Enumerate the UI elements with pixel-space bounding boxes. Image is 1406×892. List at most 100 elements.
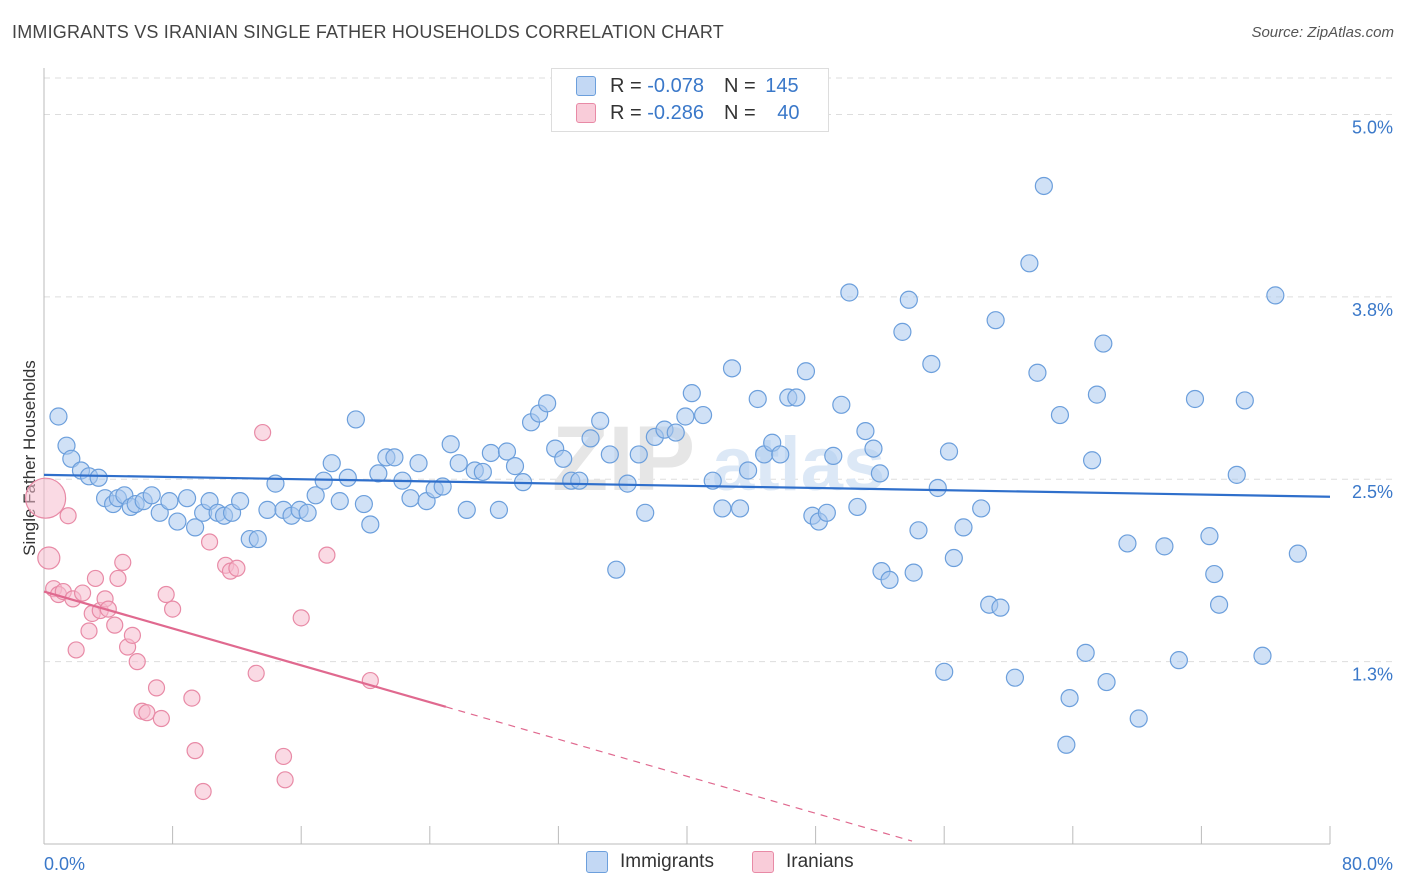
immigrants-point xyxy=(864,439,883,458)
immigrants-point xyxy=(607,560,626,579)
immigrants-point xyxy=(928,478,947,498)
iranians-swatch xyxy=(576,103,596,123)
immigrants-point xyxy=(817,503,836,522)
immigrants-point xyxy=(1020,254,1039,273)
iranians-point xyxy=(25,477,67,519)
immigrants-point xyxy=(1005,668,1025,687)
iranians-point xyxy=(318,546,336,564)
iranians-point xyxy=(147,679,166,697)
immigrants-point xyxy=(1200,527,1219,546)
iranians-point xyxy=(59,507,77,525)
immigrants-point xyxy=(168,512,187,531)
iranians-trend-line xyxy=(445,706,913,842)
immigrants-point xyxy=(449,454,468,473)
immigrants-point xyxy=(899,290,918,309)
iranians-point xyxy=(292,609,310,627)
y-tick-label: 1.3% xyxy=(1352,665,1393,685)
immigrants-point xyxy=(306,486,325,505)
immigrants-point xyxy=(409,454,428,473)
trend-lines xyxy=(43,473,1331,842)
immigrants-point xyxy=(1082,451,1102,470)
immigrants-point xyxy=(870,464,890,483)
iranians-point xyxy=(274,747,293,766)
immigrants-point xyxy=(856,421,875,441)
iranians-point xyxy=(128,653,146,671)
r-label: R = xyxy=(610,74,648,97)
immigrants-point xyxy=(730,499,750,518)
immigrants-point xyxy=(369,464,388,483)
immigrants-point xyxy=(401,489,420,508)
immigrants-point xyxy=(1169,651,1188,670)
immigrants-point xyxy=(489,500,509,519)
source-credit: Source: ZipAtlas.com xyxy=(1251,24,1394,41)
immigrants-point xyxy=(89,468,108,487)
iranians-point xyxy=(73,584,92,602)
immigrants-point xyxy=(693,405,713,425)
immigrants-trend-line xyxy=(43,473,1331,498)
watermark: ZIP atlas xyxy=(552,408,885,510)
n-label: N = xyxy=(723,74,762,97)
immigrants-point xyxy=(338,468,357,487)
immigrants-point xyxy=(771,445,790,464)
immigrants-point xyxy=(986,311,1005,330)
x-tick-label: 80.0% xyxy=(1342,854,1393,874)
immigrants-point xyxy=(248,529,267,549)
immigrants-point xyxy=(481,443,500,463)
immigrants-point xyxy=(441,435,460,454)
immigrants-point xyxy=(1205,564,1224,584)
immigrants-point xyxy=(473,462,492,482)
r-value: -0.286 xyxy=(647,101,704,124)
legend-label: Immigrants xyxy=(620,851,714,872)
immigrants-point xyxy=(1288,544,1307,563)
immigrants-point xyxy=(142,486,161,505)
iranians-point xyxy=(138,704,156,722)
iranians-point xyxy=(276,771,294,789)
immigrants-point xyxy=(258,500,277,519)
r-label: R = xyxy=(610,101,648,124)
immigrants-point xyxy=(538,394,557,413)
iranians-point xyxy=(109,569,127,588)
immigrants-point xyxy=(904,563,923,582)
immigrants-point xyxy=(703,471,722,490)
immigrants-point xyxy=(1057,735,1076,754)
immigrants-point xyxy=(505,457,525,476)
immigrants-point xyxy=(346,410,365,429)
iranians-point xyxy=(164,600,182,618)
grid-lines xyxy=(44,77,1395,663)
iranians-point xyxy=(114,553,132,572)
chart-title: IMMIGRANTS VS IRANIAN SINGLE FATHER HOUS… xyxy=(12,22,724,42)
immigrants-point xyxy=(160,492,179,511)
iranians-point xyxy=(183,689,201,707)
immigrants-point xyxy=(554,449,573,468)
immigrants-point xyxy=(1227,465,1246,484)
immigrants-point xyxy=(497,442,517,461)
y-tick-label: 2.5% xyxy=(1352,482,1393,502)
immigrants-swatch xyxy=(586,851,608,873)
immigrants-point xyxy=(676,407,695,426)
n-value: 145 xyxy=(765,74,799,97)
r-value: -0.078 xyxy=(647,74,704,97)
immigrants-point xyxy=(591,411,610,430)
series-legend: Immigrants Iranians xyxy=(0,851,1406,877)
immigrants-point xyxy=(1253,646,1272,665)
immigrants-point xyxy=(1060,688,1079,708)
iranians-point xyxy=(86,569,105,588)
immigrants-point xyxy=(1094,334,1113,353)
correlation-legend: R = -0.078 N = 145 R = -0.286 N = 40 xyxy=(551,68,829,132)
legend-item-iranians: Iranians xyxy=(752,851,854,873)
immigrants-point xyxy=(1129,709,1148,728)
immigrants-point xyxy=(1076,643,1095,662)
immigrants-point xyxy=(570,471,589,490)
immigrants-point xyxy=(1097,672,1116,692)
immigrants-point xyxy=(880,570,899,590)
immigrants-swatch xyxy=(576,76,596,96)
immigrants-point xyxy=(457,500,476,519)
immigrants-point xyxy=(738,461,758,480)
immigrants-point xyxy=(62,449,81,468)
watermark-text: ZIP xyxy=(552,408,695,510)
iranians-swatch xyxy=(752,851,774,873)
y-tick-label: 3.8% xyxy=(1352,300,1393,320)
immigrants-point xyxy=(893,322,912,341)
immigrants-point xyxy=(1235,391,1254,410)
